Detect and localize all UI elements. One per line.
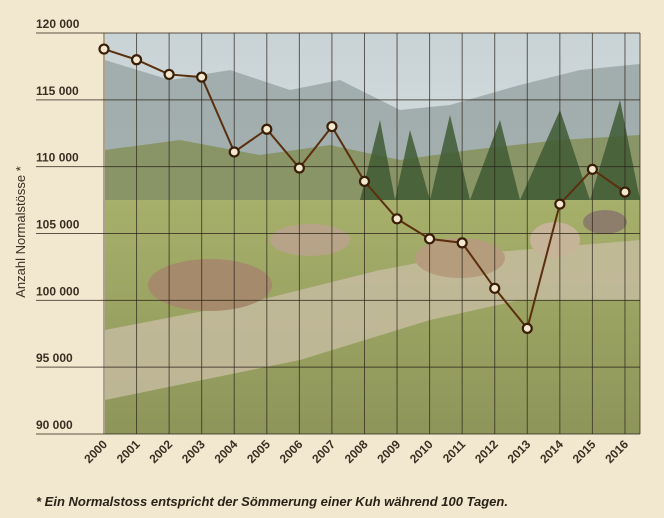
x-tick-label: 2002 xyxy=(146,437,175,466)
y-tick-label: 95 000 xyxy=(36,351,73,365)
x-tick-label: 2012 xyxy=(472,437,501,466)
y-tick-label: 100 000 xyxy=(36,284,80,298)
grid-lines xyxy=(36,32,641,435)
series-markers xyxy=(98,43,631,335)
data-point xyxy=(196,71,208,83)
data-point xyxy=(586,163,599,175)
data-point xyxy=(261,123,273,135)
data-point xyxy=(98,43,110,55)
x-tick-label: 2015 xyxy=(570,437,599,466)
x-tick-label: 2006 xyxy=(277,437,306,466)
x-tick-label: 2010 xyxy=(407,437,436,466)
x-tick-label: 2005 xyxy=(244,437,273,466)
x-tick-label: 2013 xyxy=(505,437,534,466)
data-point xyxy=(554,198,566,210)
x-tick-label: 2007 xyxy=(309,437,338,466)
footnote: * Ein Normalstoss entspricht der Sömmeru… xyxy=(36,494,508,509)
data-point xyxy=(489,282,501,294)
data-point xyxy=(358,175,371,187)
x-tick-label: 2003 xyxy=(179,437,208,466)
y-axis-label: Anzahl Normalstösse * xyxy=(13,166,28,298)
x-tick-label: 2008 xyxy=(342,437,371,466)
data-point xyxy=(424,233,436,245)
y-tick-label: 105 000 xyxy=(36,218,80,232)
x-tick-label: 2001 xyxy=(114,437,143,466)
data-point xyxy=(130,54,143,66)
y-tick-label: 115 000 xyxy=(36,84,79,98)
x-tick-label: 2004 xyxy=(212,437,241,466)
x-tick-label: 2000 xyxy=(81,437,110,466)
x-tick-label: 2014 xyxy=(537,437,566,466)
data-point xyxy=(163,68,175,81)
y-tick-label: 90 000 xyxy=(36,418,73,432)
x-axis-ticks: 2000 2001 2002 2003 2004 2005 2006 2007 2008 2009… xyxy=(81,437,631,466)
data-point xyxy=(293,162,305,174)
y-axis-ticks: 90 000 95 000 100 000 105 000 110 000 115 000… xyxy=(36,17,80,432)
data-point xyxy=(619,186,631,198)
data-point xyxy=(521,322,533,335)
y-tick-label: 120 000 xyxy=(36,17,80,31)
data-point xyxy=(326,120,338,133)
x-tick-label: 2016 xyxy=(602,437,631,466)
x-tick-label: 2011 xyxy=(440,437,469,466)
x-tick-label: 2009 xyxy=(374,437,403,466)
y-tick-label: 110 000 xyxy=(36,151,79,165)
data-point xyxy=(456,237,468,249)
data-point xyxy=(391,213,403,225)
data-point xyxy=(228,146,240,158)
